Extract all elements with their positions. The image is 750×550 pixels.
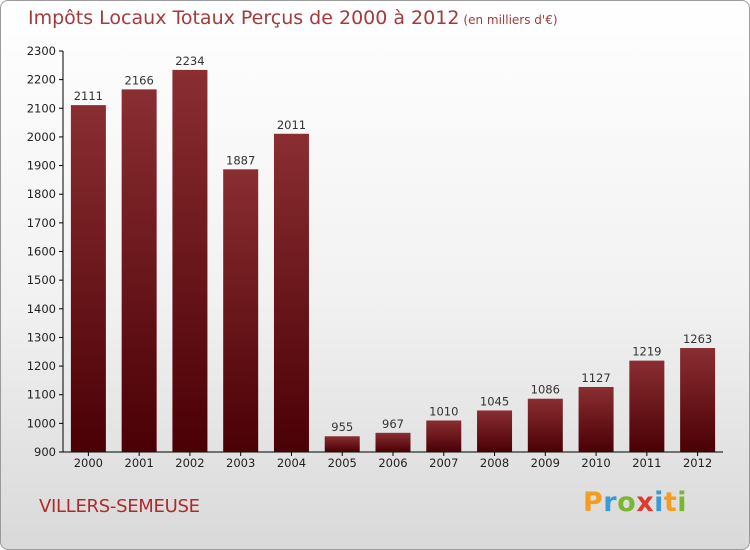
- data-label-2007: 1010: [429, 404, 458, 418]
- data-label-2004: 2011: [277, 118, 306, 132]
- data-label-2002: 2234: [175, 54, 204, 68]
- y-tick-label: 2200: [27, 73, 56, 87]
- data-label-2008: 1045: [480, 394, 509, 408]
- x-tick-label-2005: 2005: [328, 456, 357, 470]
- bar-2000: [70, 105, 106, 452]
- bar-2007: [426, 420, 462, 452]
- x-tick-label-2008: 2008: [480, 456, 509, 470]
- x-tick-label-2002: 2002: [175, 456, 204, 470]
- data-label-2003: 1887: [226, 153, 255, 167]
- x-tick-label-2003: 2003: [226, 456, 255, 470]
- y-tick-label: 1800: [27, 187, 56, 201]
- bar-2009: [527, 398, 563, 452]
- data-label-2006: 967: [382, 417, 404, 431]
- bar-2006: [375, 432, 411, 452]
- y-tick-label: 1600: [27, 245, 56, 259]
- bar-2008: [477, 410, 513, 452]
- bar-2002: [172, 69, 208, 452]
- bar-2010: [578, 386, 614, 452]
- y-tick-label: 2000: [27, 130, 56, 144]
- x-tick-label-2009: 2009: [531, 456, 560, 470]
- y-tick-label: 1700: [27, 216, 56, 230]
- y-tick-label: 1900: [27, 159, 56, 173]
- unit-note: (en milliers d'€): [463, 13, 558, 27]
- bar-2003: [223, 169, 259, 453]
- bar-2001: [121, 89, 157, 452]
- x-tick-label-2012: 2012: [683, 456, 712, 470]
- chart-title: Impôts Locaux Totaux Perçus de 2000 à 20…: [28, 7, 558, 29]
- proxiti-logo[interactable]: Proxiti: [583, 487, 688, 518]
- x-tick-label-2001: 2001: [125, 456, 154, 470]
- x-tick-label-2010: 2010: [581, 456, 610, 470]
- x-tick-label-2011: 2011: [632, 456, 661, 470]
- bar-2011: [629, 360, 665, 452]
- data-label-2000: 2111: [74, 89, 103, 103]
- y-tick-label: 1000: [27, 416, 56, 430]
- y-tick-label: 1100: [27, 388, 56, 402]
- city-name: VILLERS-SEMEUSE: [39, 496, 200, 517]
- data-label-2005: 955: [331, 420, 353, 434]
- bar-2005: [324, 436, 360, 452]
- data-label-2009: 1086: [531, 383, 560, 397]
- data-label-2001: 2166: [125, 73, 154, 87]
- data-label-2011: 1219: [632, 345, 661, 359]
- y-tick-label: 2300: [27, 44, 56, 58]
- y-tick-label: 2100: [27, 101, 56, 115]
- bar-2012: [680, 348, 716, 452]
- y-tick-label: 1300: [27, 330, 56, 344]
- data-label-2012: 1263: [683, 332, 712, 346]
- x-tick-label-2000: 2000: [74, 456, 103, 470]
- x-tick-label-2004: 2004: [277, 456, 306, 470]
- y-tick-label: 1200: [27, 359, 56, 373]
- bar-2004: [273, 133, 309, 452]
- title-text: Impôts Locaux Totaux Perçus de 2000 à 20…: [28, 7, 460, 29]
- y-tick-label: 900: [34, 445, 56, 459]
- y-tick-label: 1500: [27, 273, 56, 287]
- y-tick-label: 1400: [27, 302, 56, 316]
- x-tick-label-2007: 2007: [429, 456, 458, 470]
- x-tick-label-2006: 2006: [378, 456, 407, 470]
- data-label-2010: 1127: [581, 371, 610, 385]
